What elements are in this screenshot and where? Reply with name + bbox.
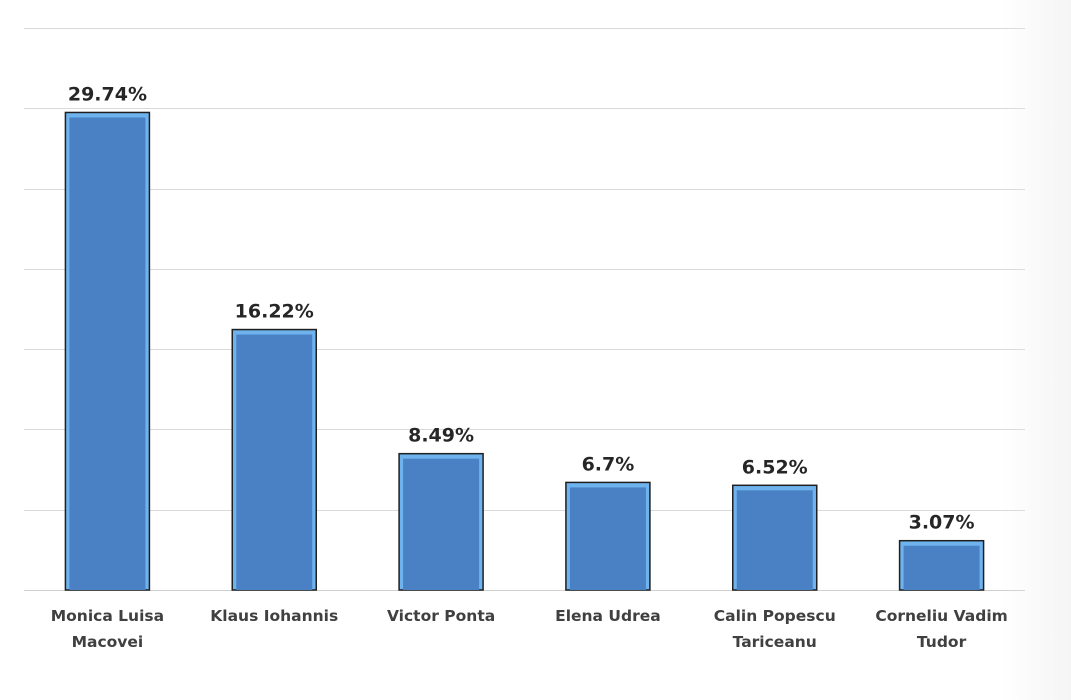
category-label-line: Klaus Iohannis (210, 607, 338, 625)
category-label-line: Corneliu Vadim (875, 607, 1007, 625)
category-label-line: Tudor (917, 633, 967, 651)
bar (231, 328, 317, 591)
category-label-line: Macovei (72, 633, 144, 651)
bar (898, 539, 985, 591)
category-label-line: Monica Luisa (51, 607, 164, 625)
category-label-line: Tariceanu (733, 633, 817, 651)
category-label-line: Elena Udrea (555, 607, 661, 625)
category-label: Monica Luisa Macovei (51, 607, 164, 651)
data-labels: 29.74% 16.22% 8.49% 6.7% 6.52% 3.07% (68, 83, 975, 533)
data-label: 3.07% (909, 512, 975, 534)
bar-fill (903, 545, 980, 590)
bar-fill (236, 334, 313, 590)
bars (64, 111, 985, 591)
category-label: Calin Popescu Tariceanu (714, 607, 836, 651)
category-label-line: Victor Ponta (387, 607, 495, 625)
category-label: Klaus Iohannis (210, 607, 338, 625)
bar-fill (69, 117, 146, 590)
bar (64, 111, 151, 591)
bar (398, 452, 484, 591)
data-label: 16.22% (235, 301, 314, 323)
gridlines (24, 28, 1025, 591)
category-label: Elena Udrea (555, 607, 661, 625)
data-label: 8.49% (408, 425, 474, 447)
category-label: Corneliu Vadim Tudor (875, 607, 1007, 651)
category-labels: Monica Luisa Macovei Klaus Iohannis Victor … (51, 607, 1008, 651)
bar-fill (569, 487, 646, 590)
data-label: 6.7% (582, 453, 635, 475)
data-label: 29.74% (68, 83, 147, 105)
bar-fill (403, 458, 480, 590)
bar (732, 484, 818, 591)
data-label: 6.52% (742, 456, 808, 478)
bar (565, 481, 651, 591)
category-label-line: Calin Popescu (714, 607, 836, 625)
category-label: Victor Ponta (387, 607, 495, 625)
bar-fill (736, 490, 813, 590)
